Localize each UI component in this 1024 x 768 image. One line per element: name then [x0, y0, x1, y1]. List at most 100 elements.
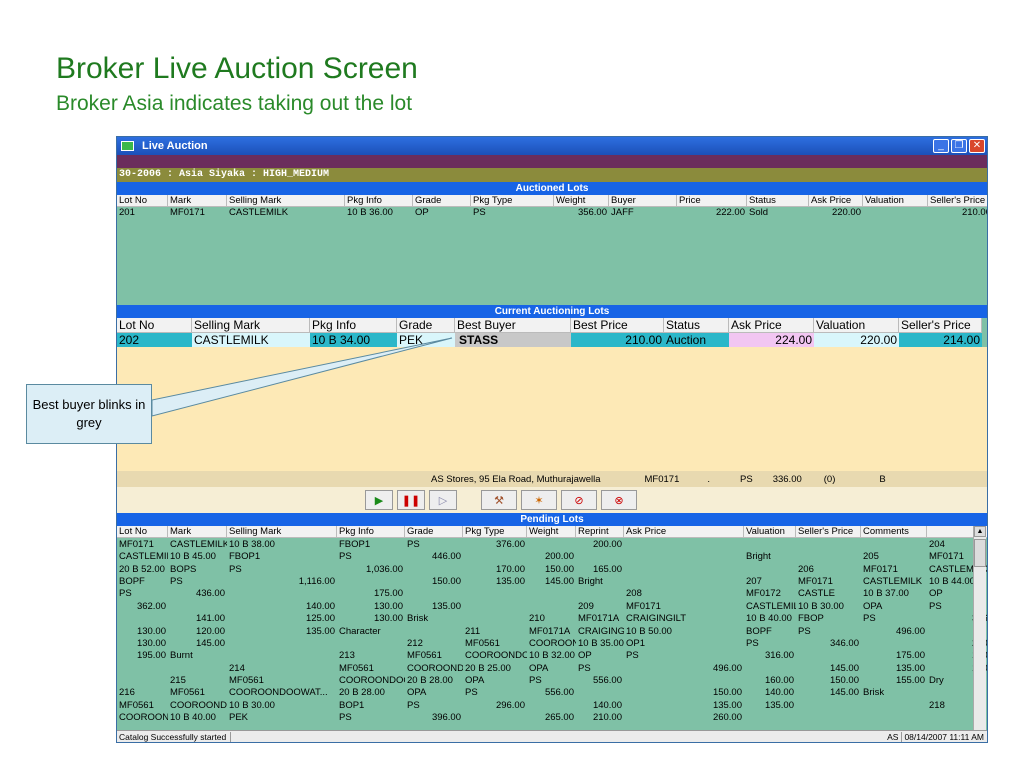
- table-cell[interactable]: OPA: [465, 675, 485, 687]
- table-cell[interactable]: 210.00: [961, 207, 987, 218]
- table-cell[interactable]: [861, 638, 927, 650]
- table-cell[interactable]: CASTLEMILK: [929, 563, 987, 575]
- table-cell[interactable]: CRAIGINGILT: [626, 613, 686, 625]
- table-cell[interactable]: MF0171: [626, 600, 661, 612]
- table-cell[interactable]: [576, 687, 624, 699]
- column-header[interactable]: Grade: [397, 318, 455, 334]
- table-cell[interactable]: 260.00: [712, 712, 742, 724]
- table-cell[interactable]: 135.00: [764, 699, 794, 711]
- table-cell[interactable]: Brisk: [407, 613, 429, 625]
- table-cell[interactable]: 207: [746, 575, 762, 587]
- table-cell[interactable]: [527, 700, 576, 712]
- table-cell[interactable]: 556.00: [544, 687, 574, 699]
- column-header[interactable]: Valuation: [814, 318, 899, 334]
- table-cell[interactable]: 210: [529, 613, 545, 625]
- column-header[interactable]: Ask Price: [729, 318, 814, 334]
- table-cell[interactable]: PS: [863, 613, 876, 625]
- column-header[interactable]: Grade: [413, 195, 471, 207]
- column-header[interactable]: Selling Mark: [192, 318, 310, 334]
- table-cell[interactable]: 10 B 30.00: [798, 600, 844, 612]
- table-cell[interactable]: [744, 663, 796, 675]
- table-cell[interactable]: 140.00: [305, 600, 335, 612]
- table-cell[interactable]: CASTLEMILK: [119, 551, 168, 563]
- column-header[interactable]: Pkg Type: [471, 195, 554, 207]
- column-header[interactable]: Pkg Info: [345, 195, 413, 207]
- table-cell[interactable]: [463, 551, 527, 563]
- table-cell[interactable]: PS: [407, 538, 420, 550]
- column-header[interactable]: Pkg Info: [310, 318, 397, 334]
- table-cell[interactable]: 155.00: [895, 675, 925, 687]
- table-cell[interactable]: 141.00: [195, 613, 225, 625]
- table-cell[interactable]: PS: [407, 699, 420, 711]
- table-cell[interactable]: 145.00: [829, 687, 859, 699]
- table-cell[interactable]: MF0171: [170, 207, 205, 218]
- table-cell[interactable]: [463, 601, 527, 613]
- table-cell[interactable]: BOP1: [339, 699, 365, 711]
- scroll-up-icon[interactable]: ▲: [974, 526, 986, 538]
- column-header[interactable]: Pkg Info: [337, 526, 405, 539]
- table-cell[interactable]: 346.00: [829, 637, 859, 649]
- table-cell[interactable]: [463, 712, 527, 724]
- table-cell[interactable]: PS: [626, 650, 639, 662]
- best-buyer-cell[interactable]: STASS: [455, 333, 571, 348]
- table-cell[interactable]: 150.00: [712, 687, 742, 699]
- column-header[interactable]: Mark: [168, 526, 227, 539]
- table-cell[interactable]: 135.00: [305, 625, 335, 637]
- table-cell[interactable]: 296.00: [495, 699, 525, 711]
- table-cell[interactable]: [168, 601, 227, 613]
- column-header[interactable]: Best Price: [571, 318, 664, 334]
- table-cell[interactable]: [796, 650, 861, 662]
- table-cell[interactable]: [624, 564, 744, 576]
- table-cell[interactable]: PS: [119, 588, 132, 600]
- column-header[interactable]: Valuation: [863, 195, 928, 207]
- table-cell[interactable]: Brisk: [863, 687, 885, 699]
- current-lot-cell[interactable]: PEK: [397, 333, 455, 348]
- table-cell[interactable]: Burnt: [170, 650, 193, 662]
- table-cell[interactable]: COOROONDOOWAT...: [229, 687, 328, 699]
- current-lot-cell[interactable]: CASTLEMILK: [192, 333, 310, 348]
- table-cell[interactable]: MF0172: [746, 588, 781, 600]
- table-cell[interactable]: MF0171: [119, 538, 154, 550]
- column-header[interactable]: Lot No: [117, 526, 168, 539]
- table-cell[interactable]: COOROONDOOWAT...: [407, 662, 463, 674]
- table-cell[interactable]: MF0561: [465, 637, 500, 649]
- table-cell[interactable]: [796, 539, 861, 551]
- table-cell[interactable]: PS: [578, 662, 591, 674]
- table-cell[interactable]: 316.00: [764, 650, 794, 662]
- column-header[interactable]: Ask Price: [624, 526, 744, 539]
- table-cell[interactable]: OP: [578, 650, 592, 662]
- table-cell[interactable]: PS: [746, 637, 759, 649]
- table-cell[interactable]: 130.00: [136, 637, 166, 649]
- table-cell[interactable]: MF0171: [798, 575, 833, 587]
- table-cell[interactable]: COOROONDOOWAT...: [465, 650, 527, 662]
- table-cell[interactable]: 10 B 36.00: [347, 207, 393, 218]
- table-cell[interactable]: 135.00: [495, 575, 525, 587]
- table-cell[interactable]: Bright: [746, 551, 771, 563]
- column-header[interactable]: Selling Mark: [227, 526, 337, 539]
- table-cell[interactable]: CASTLEMILK: [170, 538, 227, 550]
- table-cell[interactable]: 135.00: [895, 662, 925, 674]
- minimize-icon[interactable]: _: [933, 139, 949, 153]
- table-cell[interactable]: 1,036.00: [366, 563, 403, 575]
- table-cell[interactable]: MF0561: [119, 699, 154, 711]
- table-cell[interactable]: FBOP: [798, 613, 824, 625]
- table-cell[interactable]: OPA: [407, 687, 427, 699]
- step-icon[interactable]: ▷: [429, 490, 457, 511]
- table-cell[interactable]: [527, 588, 576, 600]
- column-header[interactable]: Status: [747, 195, 809, 207]
- play-icon[interactable]: ▶: [365, 490, 393, 511]
- table-cell[interactable]: 10 B 30.00: [229, 699, 275, 711]
- column-header[interactable]: Buyer: [609, 195, 677, 207]
- table-cell[interactable]: 160.00: [764, 675, 794, 687]
- table-cell[interactable]: 10 B 37.00: [863, 588, 909, 600]
- table-cell[interactable]: 206: [798, 563, 814, 575]
- table-cell[interactable]: 496.00: [895, 625, 925, 637]
- table-cell[interactable]: 10 B 44.00: [929, 575, 975, 587]
- table-cell[interactable]: [117, 663, 168, 675]
- table-cell[interactable]: [227, 588, 337, 600]
- table-cell[interactable]: 150.00: [544, 563, 574, 575]
- table-cell[interactable]: BOPS: [170, 563, 197, 575]
- table-cell[interactable]: CRAIGINGILT: [578, 625, 624, 637]
- column-header[interactable]: Mark: [168, 195, 227, 207]
- current-lot-cell[interactable]: 210.00: [571, 333, 664, 348]
